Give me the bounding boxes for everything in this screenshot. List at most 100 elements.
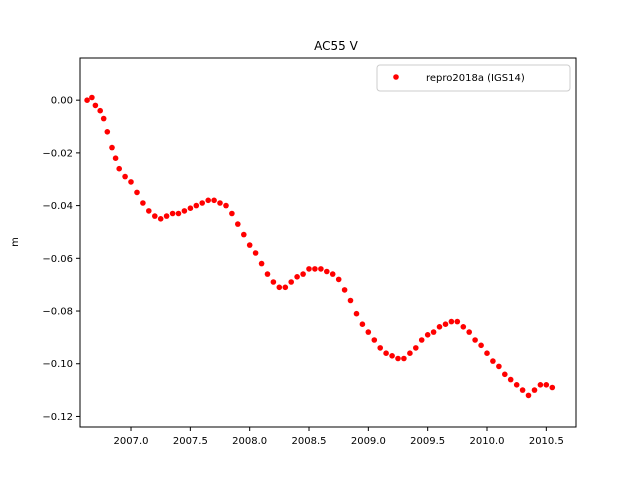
data-point [205,197,211,204]
y-tick-label: 0.00 [51,96,73,107]
data-point [276,284,283,291]
data-point [282,284,289,291]
data-point [478,342,484,349]
data-point [241,231,247,238]
x-tick-label: 2007.5 [173,436,208,447]
data-point [531,387,538,393]
data-point [211,197,217,204]
data-point [341,287,348,293]
chart-title: AC55 V [314,39,358,53]
data-point [223,202,229,209]
data-point [181,208,188,214]
y-tick-label: −0.02 [42,148,73,159]
data-point [418,337,425,343]
data-point [100,115,107,122]
data-point [128,179,134,185]
data-point [252,250,259,256]
data-point [306,266,312,272]
data-point [122,173,128,180]
data-point [264,271,271,277]
data-point [217,200,223,206]
data-point [175,210,182,217]
data-point [92,102,99,109]
y-tick-label: −0.10 [42,359,73,370]
data-point [235,221,241,227]
y-axis-label: m [10,237,21,247]
x-tick-label: 2008.0 [232,436,267,447]
data-point [519,387,526,393]
data-point [89,94,95,101]
data-point [193,202,200,209]
data-point [246,242,253,248]
data-point [413,345,419,351]
data-point [324,268,330,275]
data-point [347,297,354,304]
data-point [84,97,90,103]
data-point [460,324,467,330]
data-point [146,208,152,214]
data-point [270,279,277,285]
data-point [454,318,461,325]
data-point [496,363,502,370]
data-point [104,129,111,135]
x-tick-label: 2010.0 [470,436,505,447]
y-tick-label: −0.08 [42,307,73,318]
data-point [187,205,194,211]
data-point [365,329,372,335]
y-axis-ticks: 0.00 −0.02 −0.04 −0.06 −0.08 −0.10 −0.12 [42,96,80,423]
data-point [513,382,520,388]
x-axis-ticks: 2007.0 2007.5 2008.0 2008.5 2009.0 2009.5 2010… [114,427,564,447]
data-point [472,337,478,343]
data-point [484,350,490,357]
scatter-points [84,94,556,399]
plot-frame [79,57,577,428]
data-point [335,276,342,283]
data-point [318,266,324,272]
data-point [353,310,360,317]
data-point [157,216,164,222]
data-point [163,213,170,219]
data-point [112,155,119,161]
data-point [359,321,366,328]
data-point [549,384,556,391]
x-tick-label: 2009.5 [410,436,445,447]
y-tick-label: −0.12 [42,412,73,423]
data-point [407,350,413,357]
data-point [97,107,103,114]
legend-marker [393,74,399,80]
data-point [543,382,550,388]
data-point [442,321,449,328]
data-point [329,271,336,277]
data-point [116,165,122,172]
data-point [383,350,389,357]
data-point [507,376,514,383]
legend-label: repro2018a (IGS14) [426,73,525,84]
data-point [430,329,437,335]
legend: repro2018a (IGS14) [376,64,571,92]
x-tick-label: 2010.5 [529,436,564,447]
data-point [288,279,295,285]
data-point [109,144,115,151]
data-point [312,266,318,272]
data-point [502,371,508,378]
x-tick-label: 2008.5 [292,436,327,447]
x-tick-label: 2007.0 [114,436,149,447]
data-point [152,213,158,219]
y-tick-label: −0.04 [42,201,73,212]
data-point [401,355,407,362]
legend-box [376,64,571,92]
x-tick-label: 2009.0 [351,436,386,447]
data-point [199,200,205,206]
data-point [537,382,544,388]
data-point [300,271,306,277]
data-point [258,260,265,267]
data-point [395,355,401,362]
data-point [140,200,146,206]
data-point [448,318,455,325]
data-point [490,358,496,364]
data-point [169,210,176,217]
data-point [389,353,395,359]
data-point [134,189,140,196]
data-point [294,274,300,280]
